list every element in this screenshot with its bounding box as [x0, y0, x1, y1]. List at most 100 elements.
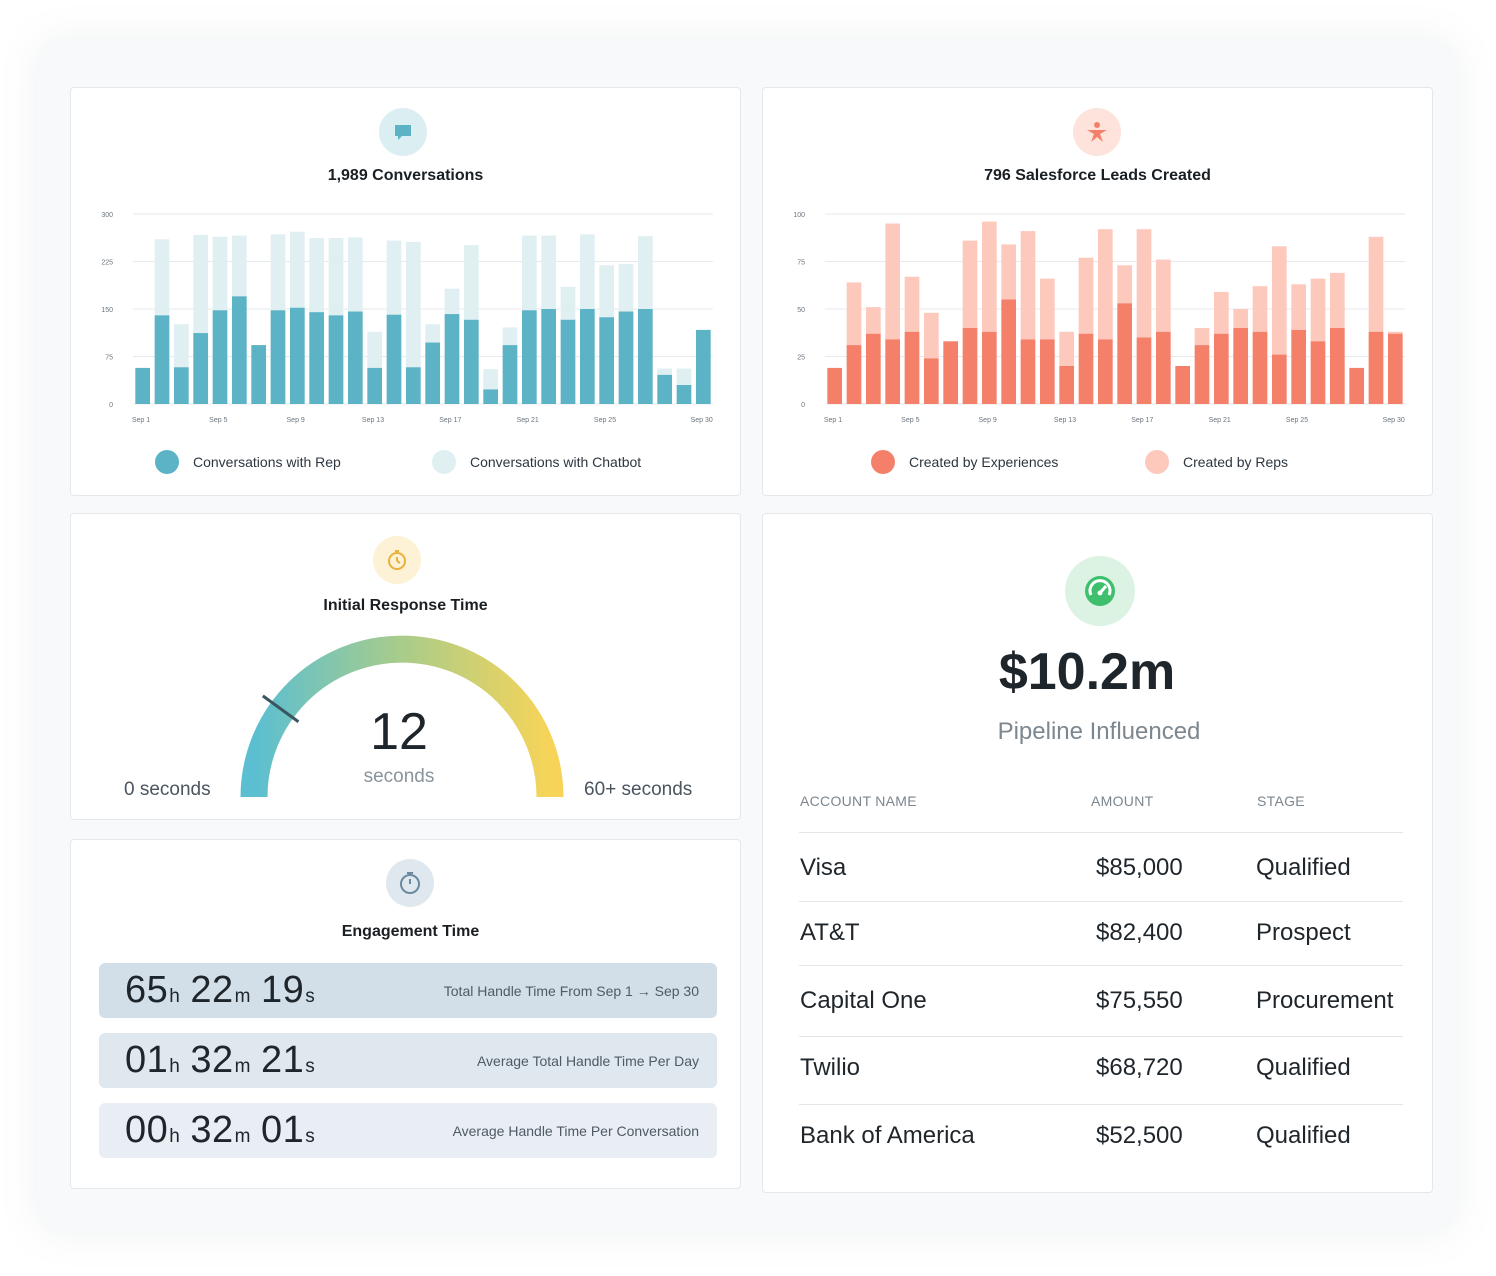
table-row: AT&T $82,400 Prospect — [799, 901, 1403, 966]
engagement-time: 01h 32m 21s — [125, 1039, 315, 1082]
bar-conversations-with-chatbot — [328, 238, 344, 316]
bar-created-by-reps — [1213, 291, 1229, 334]
bar-conversations-with-chatbot — [483, 369, 499, 390]
x-tick-label: Sep 21 — [517, 417, 539, 424]
response-time-value: 12 — [370, 703, 428, 761]
bar-conversations-with-chatbot — [193, 234, 209, 334]
y-tick-label: 50 — [797, 307, 805, 314]
hours-unit: h — [169, 1056, 181, 1077]
seconds-value: 01 — [260, 1109, 305, 1151]
bar-conversations-with-chatbot — [405, 241, 421, 368]
legend-chatbot-label: Conversations with Chatbot — [470, 454, 642, 470]
bar-conversations-with-chatbot — [463, 245, 479, 320]
bar-created-by-reps — [1155, 259, 1171, 332]
bar-created-by-experiences — [885, 339, 901, 404]
x-tick-label: Sep 1 — [824, 417, 842, 424]
response-time-card: Initial Response Time 12 seconds 0 secon… — [70, 513, 741, 820]
bar-created-by-experiences — [1387, 333, 1403, 404]
bar-created-by-experiences — [1117, 303, 1133, 404]
bar-conversations-with-rep — [289, 307, 305, 404]
leads-icon-badge — [1073, 108, 1121, 156]
legend-experiences-swatch — [871, 450, 895, 474]
bar-conversations-with-chatbot — [676, 368, 692, 385]
engagement-title: Engagement Time — [341, 923, 480, 940]
engagement-description: Total Handle Time From Sep 1 → Sep 30 — [443, 982, 699, 999]
legend-reps-swatch — [1145, 450, 1169, 474]
bar-conversations-with-chatbot — [212, 236, 228, 311]
x-tick-label: Sep 13 — [362, 417, 384, 424]
bar-conversations-with-rep — [328, 315, 344, 404]
x-tick-label: Sep 30 — [691, 417, 713, 424]
account-name-cell: AT&T — [800, 919, 860, 946]
bar-created-by-experiences — [1155, 331, 1171, 404]
engagement-row-per-day: 01h 32m 21s Average Total Handle Time Per … — [99, 1033, 717, 1088]
bar-created-by-reps — [1291, 284, 1307, 330]
legend-experiences-label: Created by Experiences — [909, 454, 1059, 470]
bar-created-by-reps — [1233, 309, 1249, 328]
bar-conversations-with-chatbot — [657, 368, 673, 375]
engagement-card: Engagement Time 65h 22m 19s Total Handle T… — [70, 839, 741, 1189]
conversations-title: 1,989 Conversations — [327, 167, 484, 184]
y-tick-label: 100 — [793, 212, 805, 219]
legend-rep-swatch — [155, 450, 179, 474]
x-tick-label: Sep 9 — [979, 417, 997, 424]
pipeline-label: Pipeline Influenced — [997, 718, 1201, 745]
hours-unit: h — [169, 1126, 181, 1147]
bar-created-by-reps — [1329, 272, 1345, 328]
bar-created-by-experiences — [1175, 366, 1191, 404]
hours-unit: h — [169, 986, 181, 1007]
bar-conversations-with-chatbot — [521, 235, 537, 311]
hours-value: 65 — [125, 969, 169, 1011]
bar-conversations-with-rep — [637, 309, 653, 404]
bar-conversations-with-chatbot — [309, 238, 325, 313]
x-tick-label: Sep 17 — [1131, 417, 1153, 424]
bar-conversations-with-chatbot — [560, 286, 576, 320]
bar-conversations-with-chatbot — [347, 237, 363, 312]
minutes-value: 32 — [190, 1109, 234, 1151]
person-star-icon — [1087, 122, 1107, 142]
bar-conversations-with-rep — [135, 367, 151, 404]
leads-card: 796 Salesforce Leads Created 100 75 50 25 0 S… — [762, 87, 1433, 496]
bar-created-by-experiences — [943, 341, 959, 404]
bar-conversations-with-rep — [405, 367, 421, 404]
bar-created-by-experiences — [1001, 299, 1017, 404]
bar-created-by-reps — [1136, 229, 1152, 338]
bar-created-by-reps — [1097, 229, 1113, 340]
bar-conversations-with-rep — [154, 315, 170, 404]
bar-conversations-with-chatbot — [637, 236, 653, 309]
y-tick-label: 0 — [109, 402, 113, 409]
bar-created-by-experiences — [1078, 333, 1094, 404]
bar-conversations-with-chatbot — [270, 234, 286, 311]
bar-conversations-with-rep — [618, 311, 634, 404]
table-row: Capital One $75,550 Procurement — [799, 965, 1403, 1037]
x-tick-label: Sep 13 — [1054, 417, 1076, 424]
hours-value: 00 — [125, 1109, 169, 1151]
bar-conversations-with-chatbot — [367, 331, 383, 368]
minutes-unit: m — [234, 1056, 251, 1077]
minutes-value: 22 — [190, 969, 234, 1011]
bar-created-by-experiences — [846, 345, 862, 404]
account-name-cell: Bank of America — [800, 1122, 975, 1149]
x-tick-label: Sep 9 — [287, 417, 305, 424]
engagement-description: Average Total Handle Time Per Day — [476, 1052, 699, 1069]
bar-created-by-reps — [904, 276, 920, 332]
stage-cell: Qualified — [1256, 1054, 1351, 1081]
bar-conversations-with-chatbot — [618, 264, 634, 312]
bar-conversations-with-rep — [386, 314, 402, 404]
bar-created-by-reps — [1368, 236, 1384, 332]
bar-conversations-with-rep — [251, 345, 267, 404]
bar-conversations-with-rep — [444, 314, 460, 404]
bar-created-by-experiences — [1039, 339, 1055, 404]
bar-conversations-with-rep — [463, 319, 479, 404]
bar-created-by-reps — [846, 282, 862, 346]
response-time-icon-badge — [373, 536, 421, 584]
seconds-unit: s — [305, 1126, 316, 1147]
legend-rep-label: Conversations with Rep — [193, 454, 341, 470]
gauge-needle — [261, 694, 300, 723]
amount-cell: $52,500 — [1096, 1122, 1183, 1149]
amount-cell: $68,720 — [1096, 1054, 1183, 1081]
account-name-cell: Visa — [800, 854, 847, 881]
column-header-stage: STAGE — [1257, 793, 1305, 809]
bar-created-by-experiences — [962, 328, 978, 404]
y-tick-label: 300 — [101, 212, 113, 219]
